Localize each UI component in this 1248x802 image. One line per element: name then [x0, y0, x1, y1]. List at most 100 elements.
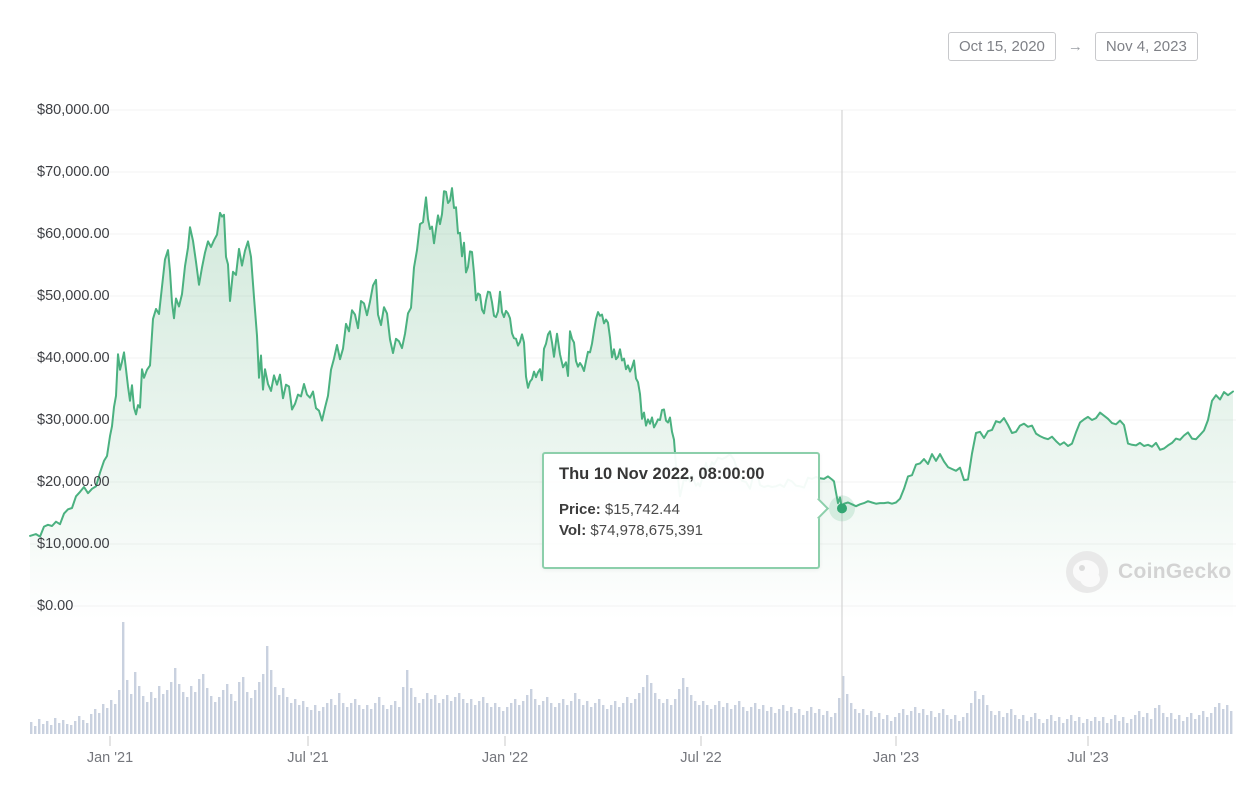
volume-bar: [622, 703, 625, 734]
volume-bar: [674, 699, 677, 734]
volume-bar: [554, 707, 557, 734]
volume-bar: [1214, 707, 1217, 734]
volume-bar: [854, 709, 857, 734]
volume-bar: [1186, 717, 1189, 734]
y-axis-label: $20,000.00: [37, 474, 110, 490]
volume-bar: [702, 701, 705, 734]
volume-bar: [658, 699, 661, 734]
volume-bar: [774, 713, 777, 734]
volume-bar: [362, 709, 365, 734]
volume-bar: [86, 723, 89, 734]
volume-bar: [458, 693, 461, 734]
volume-bar: [1014, 715, 1017, 734]
volume-bar: [1190, 713, 1193, 734]
volume-bar: [962, 717, 965, 734]
volume-bar: [1198, 715, 1201, 734]
volume-bar: [394, 701, 397, 734]
volume-bar: [334, 705, 337, 734]
volume-bar: [906, 715, 909, 734]
volume-bar: [894, 717, 897, 734]
volume-bar: [650, 683, 653, 734]
volume-bar: [754, 703, 757, 734]
volume-bar: [1134, 715, 1137, 734]
volume-bar: [470, 699, 473, 734]
volume-bar: [578, 699, 581, 734]
volume-bar: [918, 713, 921, 734]
volume-bar: [942, 709, 945, 734]
volume-bar: [318, 711, 321, 734]
volume-bar: [158, 686, 161, 734]
volume-bar: [726, 703, 729, 734]
volume-bar: [502, 711, 505, 734]
volume-bar: [418, 703, 421, 734]
volume-bar: [266, 646, 269, 734]
volume-bar: [1070, 715, 1073, 734]
coingecko-watermark: CoinGecko: [1066, 551, 1232, 593]
volume-bar: [154, 698, 157, 734]
volume-bar: [946, 715, 949, 734]
volume-bar: [278, 695, 281, 734]
volume-bar: [806, 711, 809, 734]
tooltip-price-value: $15,742.44: [604, 501, 680, 518]
volume-bar: [966, 713, 969, 734]
volume-bar: [958, 721, 961, 734]
volume-bar: [294, 699, 297, 734]
tooltip-vol-row: Vol: $74,978,675,391: [559, 520, 803, 541]
volume-bar: [138, 686, 141, 734]
volume-bar: [786, 711, 789, 734]
volume-bar: [818, 709, 821, 734]
volume-bar: [1222, 709, 1225, 734]
volume-bar: [366, 705, 369, 734]
volume-bar: [1178, 715, 1181, 734]
volume-bar: [670, 705, 673, 734]
volume-bar: [530, 689, 533, 734]
volume-bar: [118, 690, 121, 734]
volume-bar: [882, 719, 885, 734]
volume-bar: [1206, 717, 1209, 734]
volume-bar: [878, 713, 881, 734]
volume-bar: [58, 723, 61, 734]
volume-bar: [1174, 719, 1177, 734]
volume-bar: [386, 709, 389, 734]
tooltip-vol-value: $74,978,675,391: [590, 522, 704, 539]
volume-bar: [298, 705, 301, 734]
volume-bar: [382, 705, 385, 734]
volume-bar: [282, 688, 285, 734]
volume-bar: [1142, 717, 1145, 734]
volume-bar: [38, 719, 41, 734]
volume-bar: [646, 675, 649, 734]
date-from-input[interactable]: Oct 15, 2020: [948, 32, 1056, 61]
volume-bar: [322, 707, 325, 734]
tooltip-vol-label: Vol:: [559, 522, 587, 539]
volume-bar: [1062, 723, 1065, 734]
volume-bar: [1202, 711, 1205, 734]
volume-bar: [910, 711, 913, 734]
volume-bar: [638, 693, 641, 734]
volume-bar: [838, 698, 841, 734]
volume-bar: [134, 672, 137, 734]
volume-bar: [1194, 719, 1197, 734]
volume-bar: [874, 717, 877, 734]
volume-bar: [662, 703, 665, 734]
volume-bar: [826, 711, 829, 734]
volume-bar: [606, 709, 609, 734]
volume-bar: [926, 715, 929, 734]
volume-bar: [1170, 713, 1173, 734]
volume-bar: [42, 724, 45, 734]
volume-bar: [474, 705, 477, 734]
volume-bar: [830, 717, 833, 734]
volume-bar: [490, 707, 493, 734]
x-axis-label: Jan '21: [86, 750, 134, 766]
volume-bar: [718, 701, 721, 734]
volume-bar: [410, 688, 413, 734]
volume-bar: [782, 705, 785, 734]
volume-bar: [810, 707, 813, 734]
volume-bar: [254, 690, 257, 734]
volume-bar: [922, 709, 925, 734]
chart-tooltip: Thu 10 Nov 2022, 08:00:00 Price: $15,742…: [542, 452, 830, 569]
date-to-input[interactable]: Nov 4, 2023: [1094, 32, 1198, 61]
volume-bar: [1066, 719, 1069, 734]
volume-bar: [402, 687, 405, 734]
volume-bar: [1150, 719, 1153, 734]
